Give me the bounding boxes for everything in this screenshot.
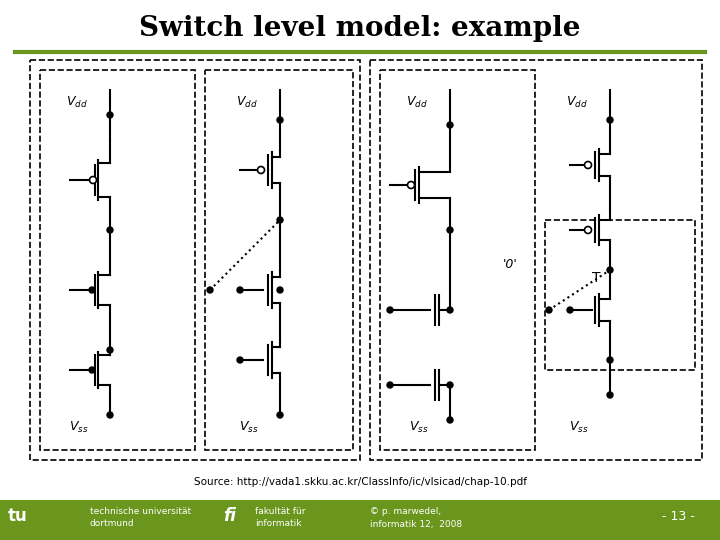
Text: $V_{dd}$: $V_{dd}$ — [406, 95, 428, 110]
Circle shape — [107, 412, 113, 418]
Circle shape — [447, 307, 453, 313]
Circle shape — [277, 412, 283, 418]
Circle shape — [237, 287, 243, 293]
Circle shape — [546, 307, 552, 313]
Circle shape — [585, 226, 592, 233]
Circle shape — [607, 117, 613, 123]
Circle shape — [387, 307, 393, 313]
Circle shape — [277, 287, 283, 293]
Circle shape — [277, 217, 283, 223]
Circle shape — [89, 287, 95, 293]
Text: © p. marwedel,: © p. marwedel, — [370, 508, 441, 516]
Circle shape — [107, 227, 113, 233]
Circle shape — [447, 382, 453, 388]
Text: dortmund: dortmund — [90, 519, 135, 529]
Circle shape — [89, 177, 96, 184]
Circle shape — [447, 417, 453, 423]
Text: $V_{dd}$: $V_{dd}$ — [236, 95, 258, 110]
Circle shape — [607, 357, 613, 363]
Circle shape — [89, 367, 95, 373]
Text: technische universität: technische universität — [90, 508, 191, 516]
Circle shape — [447, 122, 453, 128]
Text: fakultät für: fakultät für — [255, 508, 305, 516]
Text: tu: tu — [8, 507, 28, 525]
Circle shape — [107, 112, 113, 118]
Text: '0': '0' — [503, 259, 518, 272]
Text: $V_{ss}$: $V_{ss}$ — [238, 420, 258, 435]
Bar — [0, 500, 720, 540]
Circle shape — [107, 347, 113, 353]
Circle shape — [258, 166, 264, 173]
Text: informatik 12,  2008: informatik 12, 2008 — [370, 519, 462, 529]
Text: $V_{ss}$: $V_{ss}$ — [569, 420, 588, 435]
Circle shape — [237, 357, 243, 363]
Circle shape — [387, 382, 393, 388]
Text: $V_{ss}$: $V_{ss}$ — [68, 420, 88, 435]
Circle shape — [207, 287, 213, 293]
Circle shape — [447, 227, 453, 233]
Circle shape — [567, 307, 573, 313]
Text: Switch level model: example: Switch level model: example — [139, 15, 581, 42]
Text: fi: fi — [223, 507, 236, 525]
Circle shape — [408, 181, 415, 188]
Text: $V_{ss}$: $V_{ss}$ — [408, 420, 428, 435]
Circle shape — [607, 392, 613, 398]
Circle shape — [585, 161, 592, 168]
Circle shape — [277, 117, 283, 123]
Text: - 13 -: - 13 - — [662, 510, 695, 523]
Text: Source: http://vada1.skku.ac.kr/ClassInfo/ic/vlsicad/chap-10.pdf: Source: http://vada1.skku.ac.kr/ClassInf… — [194, 477, 526, 487]
Text: T: T — [592, 271, 600, 285]
Text: $V_{dd}$: $V_{dd}$ — [66, 95, 88, 110]
Text: informatik: informatik — [255, 519, 302, 529]
Text: $V_{dd}$: $V_{dd}$ — [567, 95, 588, 110]
Circle shape — [607, 267, 613, 273]
